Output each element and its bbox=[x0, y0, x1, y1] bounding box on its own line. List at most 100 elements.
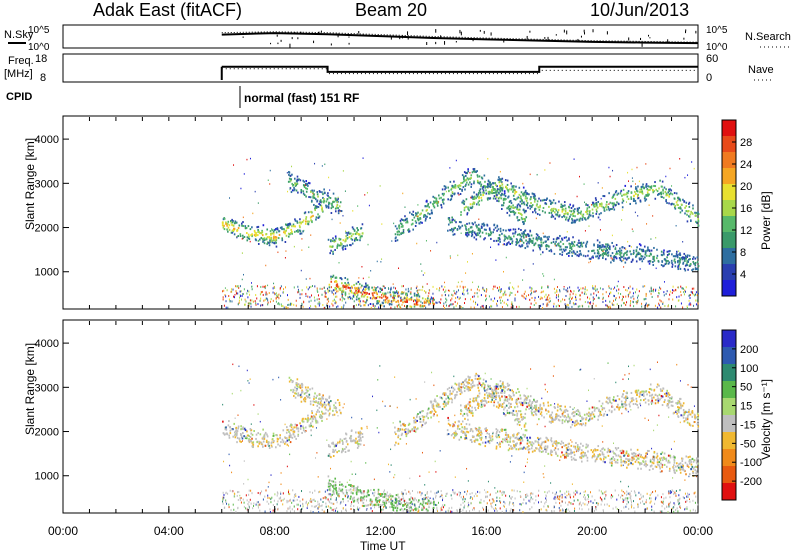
heat-cell bbox=[257, 432, 260, 435]
heat-cell bbox=[324, 290, 326, 292]
heat-cell bbox=[547, 286, 549, 289]
heat-cell bbox=[552, 209, 554, 212]
heat-cell bbox=[566, 306, 568, 309]
heat-cell bbox=[615, 243, 618, 246]
heat-cell bbox=[319, 417, 322, 420]
heat-cell bbox=[354, 440, 356, 443]
heat-cell bbox=[409, 292, 412, 295]
heat-cell bbox=[455, 221, 457, 224]
heat-cell bbox=[311, 189, 313, 192]
heat-cell bbox=[326, 304, 328, 307]
heat-cell bbox=[302, 429, 305, 432]
heat-cell bbox=[394, 225, 397, 228]
heat-cell bbox=[479, 181, 482, 184]
heat-cell bbox=[609, 248, 611, 251]
heat-cell bbox=[449, 229, 451, 232]
heat-cell bbox=[286, 227, 288, 230]
heat-cell bbox=[327, 238, 330, 241]
heat-cell bbox=[601, 245, 604, 248]
colorbar-cell bbox=[722, 200, 736, 217]
heat-cell bbox=[231, 290, 233, 293]
heat-cell bbox=[674, 255, 676, 258]
heat-cell bbox=[356, 292, 359, 295]
cpid-label: CPID bbox=[6, 91, 32, 103]
heat-cell bbox=[398, 429, 401, 432]
heat-cell bbox=[428, 303, 430, 306]
heat-cell bbox=[338, 440, 341, 443]
heat-cell bbox=[240, 222, 243, 225]
noise-marks bbox=[221, 29, 699, 48]
heat-cell bbox=[262, 428, 264, 431]
heat-cell bbox=[658, 187, 660, 190]
heat-cell bbox=[340, 451, 343, 454]
heat-cell bbox=[649, 188, 651, 191]
heat-cell bbox=[569, 250, 571, 253]
heat-cell bbox=[407, 287, 409, 290]
heat-cell bbox=[694, 264, 697, 267]
heat-cell bbox=[571, 305, 573, 308]
heat-cell bbox=[524, 229, 526, 232]
heat-cell bbox=[595, 255, 597, 258]
heat-cell bbox=[648, 254, 651, 257]
heat-cell bbox=[582, 287, 584, 290]
heat-cell bbox=[537, 206, 540, 209]
heat-cell bbox=[427, 408, 429, 411]
heat-cell bbox=[510, 188, 513, 191]
heat-cell bbox=[442, 403, 445, 406]
heat-cell bbox=[684, 206, 686, 209]
heat-cell bbox=[228, 298, 230, 301]
heat-cell bbox=[576, 209, 579, 212]
heat-cell bbox=[372, 296, 375, 299]
heat-cell bbox=[413, 428, 416, 431]
heat-cell bbox=[251, 433, 254, 436]
heat-cell bbox=[558, 419, 561, 422]
noise-spike bbox=[685, 29, 687, 32]
heat-cell bbox=[593, 205, 596, 208]
heat-cell bbox=[381, 304, 383, 307]
heat-cell bbox=[425, 421, 427, 424]
heat-cell bbox=[312, 425, 314, 428]
heat-cell bbox=[578, 289, 580, 292]
heat-cell bbox=[270, 444, 273, 447]
heat-cell bbox=[414, 418, 417, 421]
noise-spike bbox=[300, 31, 302, 35]
heat-cell bbox=[502, 199, 505, 202]
heat-cell bbox=[248, 438, 250, 441]
heat-cell bbox=[471, 195, 474, 198]
heat-cell bbox=[529, 238, 532, 241]
heat-cell bbox=[277, 251, 279, 254]
heat-cell bbox=[330, 400, 332, 403]
heat-cell bbox=[405, 435, 408, 438]
heat-cell bbox=[256, 285, 258, 288]
heat-cell bbox=[501, 403, 504, 406]
heat-cell bbox=[682, 262, 684, 265]
heat-cell bbox=[507, 189, 510, 192]
heat-cell bbox=[643, 298, 645, 301]
heat-cell bbox=[334, 443, 337, 446]
heat-cell bbox=[470, 410, 472, 413]
heat-cell bbox=[569, 416, 571, 419]
heat-cell bbox=[508, 204, 511, 207]
heat-cell bbox=[519, 195, 522, 198]
heat-cell bbox=[378, 290, 380, 293]
heat-cell bbox=[588, 407, 591, 410]
heat-cell bbox=[518, 305, 520, 308]
heat-cell bbox=[470, 230, 472, 233]
heat-cell bbox=[520, 235, 523, 238]
heat-cell bbox=[594, 203, 596, 206]
heat-cell bbox=[482, 306, 484, 309]
heat-cell bbox=[358, 277, 360, 279]
heat-cell bbox=[572, 302, 574, 305]
heat-cell bbox=[334, 248, 336, 251]
heat-cell bbox=[271, 229, 274, 232]
heat-cell bbox=[462, 199, 465, 202]
heat-cell bbox=[224, 294, 226, 297]
heat-cell bbox=[276, 437, 279, 440]
heat-cell bbox=[501, 187, 504, 190]
heat-cell bbox=[559, 290, 561, 293]
heat-cell bbox=[309, 388, 311, 391]
heat-cell bbox=[475, 225, 478, 228]
heat-cell bbox=[526, 192, 529, 195]
heat-cell bbox=[288, 224, 290, 227]
heat-cell bbox=[588, 211, 591, 214]
